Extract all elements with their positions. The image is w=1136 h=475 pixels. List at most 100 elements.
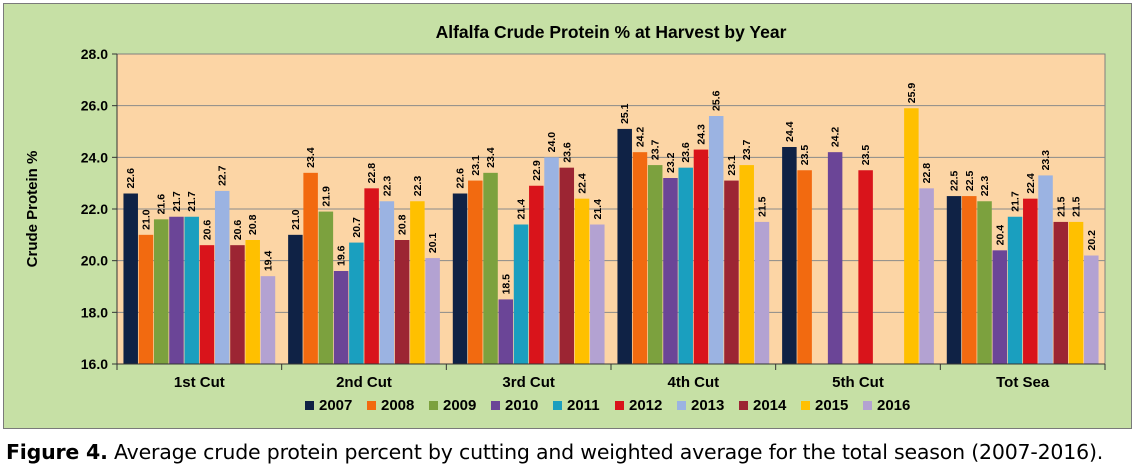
x-tick-label-tot-sea: Tot Sea [996,374,1050,391]
legend-label-2014: 2014 [753,397,787,414]
legend-label-2013: 2013 [691,397,724,414]
y-axis-label: Crude Protein % [24,151,41,268]
bar-3rd-cut-2011 [513,224,529,364]
bar-tot-sea-2010 [992,250,1008,364]
data-label-4th-cut-2014: 23.1 [726,155,738,176]
bar-5th-cut-2016 [919,188,934,364]
legend-swatch-2011 [553,401,562,410]
data-label-4th-cut-2007: 25.1 [619,103,631,124]
bar-tot-sea-2016 [1084,255,1099,364]
bar-4th-cut-2009 [647,165,663,364]
data-label-1st-cut-2009: 21.6 [156,194,168,215]
data-label-4th-cut-2016: 21.5 [756,196,768,217]
data-label-3rd-cut-2008: 23.1 [470,155,482,176]
data-label-3rd-cut-2016: 21.4 [592,199,604,220]
data-label-4th-cut-2009: 23.7 [650,139,662,160]
bar-2nd-cut-2016 [425,258,440,364]
data-label-3rd-cut-2014: 23.6 [561,142,573,163]
y-tick-label: 26.0 [81,98,108,114]
bar-5th-cut-2007 [782,147,797,364]
bar-4th-cut-2010 [663,178,678,364]
data-label-5th-cut-2015: 25.9 [906,83,918,104]
bar-3rd-cut-2016 [590,224,605,364]
chart: 16.0 18.0 20.0 22.0 24.0 26.0 28.0 Alfalfa Crud… [24,22,1106,414]
bar-1st-cut-2007 [123,193,138,364]
bar-2nd-cut-2013 [379,201,395,364]
y-tick-label: 22.0 [81,201,108,217]
bar-1st-cut-2013 [214,190,230,364]
data-label-4th-cut-2013: 25.6 [711,90,723,111]
data-label-5th-cut-2007: 24.4 [784,121,796,142]
bar-1st-cut-2012 [199,245,215,364]
data-label-2nd-cut-2011: 20.7 [351,217,363,238]
data-label-4th-cut-2011: 23.6 [680,142,692,163]
legend-label-2015: 2015 [815,397,848,414]
y-tick-label: 24.0 [81,149,108,165]
data-label-2nd-cut-2012: 22.8 [366,163,378,184]
data-label-1st-cut-2014: 20.6 [232,220,244,241]
bar-tot-sea-2012 [1023,198,1038,364]
legend-swatch-2010 [491,401,500,410]
data-label-tot-sea-2011: 21.7 [1010,191,1022,212]
legend-label-2011: 2011 [567,397,600,414]
data-label-tot-sea-2009: 22.3 [979,176,991,197]
data-label-2nd-cut-2014: 20.8 [397,214,409,235]
data-label-3rd-cut-2007: 22.6 [455,168,467,189]
bar-3rd-cut-2013 [544,157,559,364]
bar-2nd-cut-2009 [318,211,334,364]
caption-text: Average crude protein percent by cutting… [114,440,1104,464]
x-tick-label-4th-cut: 4th Cut [667,374,719,391]
bar-tot-sea-2009 [977,201,992,364]
data-label-3rd-cut-2009: 23.4 [485,147,497,168]
data-label-1st-cut-2016: 19.4 [262,251,274,272]
data-label-tot-sea-2015: 21.5 [1071,196,1083,217]
bar-1st-cut-2010 [169,216,184,364]
data-label-1st-cut-2013: 22.7 [217,165,229,186]
data-label-1st-cut-2007: 22.6 [125,168,137,189]
legend-swatch-2015 [801,401,810,410]
data-label-3rd-cut-2012: 22.9 [531,160,543,181]
caption-label: Figure 4. [6,440,108,464]
data-label-1st-cut-2012: 20.6 [201,220,213,241]
bar-5th-cut-2008 [797,170,812,364]
bar-tot-sea-2015 [1068,221,1084,364]
legend-swatch-2016 [863,401,872,410]
bar-3rd-cut-2014 [559,167,575,364]
y-tick-label: 20.0 [81,253,108,269]
x-tick-label-1st-cut: 1st Cut [174,374,225,391]
bar-3rd-cut-2007 [452,193,468,364]
data-label-tot-sea-2016: 20.2 [1086,230,1098,251]
data-label-2nd-cut-2015: 22.3 [412,176,424,197]
bar-4th-cut-2007 [617,128,632,364]
legend-label-2010: 2010 [505,397,538,414]
data-label-2nd-cut-2007: 21.0 [290,209,302,230]
data-label-5th-cut-2010: 24.2 [830,127,842,148]
data-label-tot-sea-2008: 22.5 [964,170,976,191]
bar-1st-cut-2015 [245,240,260,364]
figure-caption: Figure 4. Average crude protein percent … [6,440,1131,464]
y-tick-label: 28.0 [81,46,108,62]
bar-1st-cut-2009 [153,219,169,364]
legend-swatch-2007 [305,401,314,410]
bar-2nd-cut-2014 [394,240,410,364]
legend-swatch-2012 [615,401,624,410]
data-label-3rd-cut-2010: 18.5 [500,274,512,295]
y-tick-label: 18.0 [81,304,108,320]
y-tick-label: 16.0 [81,356,108,372]
data-label-1st-cut-2011: 21.7 [186,191,198,212]
legend-label-2016: 2016 [877,397,910,414]
bar-tot-sea-2013 [1038,175,1053,364]
bar-3rd-cut-2015 [574,198,590,364]
bar-1st-cut-2014 [230,245,245,364]
bar-tot-sea-2011 [1007,216,1023,364]
bar-2nd-cut-2012 [364,188,379,364]
legend-label-2007: 2007 [319,397,352,414]
bar-4th-cut-2011 [678,167,693,364]
legend-swatch-2008 [367,401,376,410]
bar-5th-cut-2012 [858,170,873,364]
bar-2nd-cut-2008 [303,172,318,364]
data-label-2nd-cut-2010: 19.6 [336,245,348,266]
data-label-3rd-cut-2015: 22.4 [577,173,589,194]
bar-4th-cut-2013 [708,116,724,364]
bar-5th-cut-2015 [904,108,919,364]
